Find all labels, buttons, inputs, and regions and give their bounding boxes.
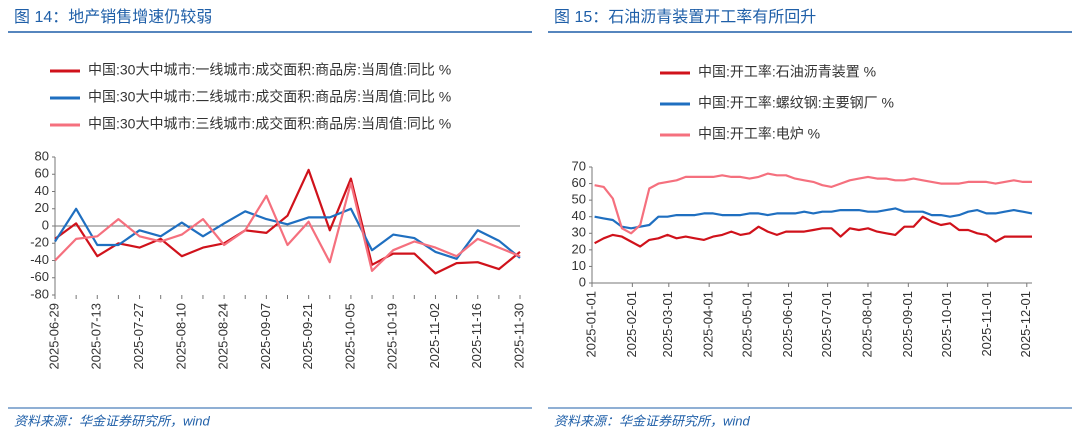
series-line: [54, 181, 521, 272]
x-tick-label: 2025-09-01: [900, 291, 915, 358]
x-tick-label: 2025-08-01: [859, 291, 874, 358]
y-tick-label: 20: [35, 200, 49, 215]
source: 资料来源：华金证券研究所，wind: [554, 413, 751, 428]
x-tick-label: 2025-06-29: [46, 303, 61, 370]
y-tick-label: 60: [572, 175, 586, 190]
x-tick-label: 2025-07-13: [89, 303, 104, 370]
legend-label: 中国:开工率:石油沥青装置 %: [698, 64, 876, 80]
x-tick-label: 2025-11-02: [427, 303, 442, 369]
chart-title: 图 14：地产销售增速仍较弱: [14, 8, 212, 26]
legend-label: 中国:30大中城市:三线城市:成交面积:商品房:当周值:同比 %: [88, 116, 451, 132]
x-tick-label: 2025-03-01: [660, 291, 675, 358]
y-tick-label: 60: [35, 166, 49, 181]
x-tick-label: 2025-07-01: [819, 291, 834, 358]
series-line: [594, 207, 1033, 230]
series-line: [54, 168, 521, 275]
y-tick-label: 40: [35, 183, 49, 198]
x-tick-label: 2025-05-01: [740, 291, 755, 358]
x-tick-label: 2025-06-01: [780, 291, 795, 358]
y-tick-label: 80: [35, 148, 49, 163]
source: 资料来源：华金证券研究所，wind: [14, 413, 211, 428]
x-tick-label: 2025-09-07: [258, 303, 273, 370]
x-tick-label: 2025-08-10: [173, 303, 188, 370]
legend-label: 中国:30大中城市:一线城市:成交面积:商品房:当周值:同比 %: [88, 62, 451, 78]
y-tick-label: 0: [42, 217, 49, 232]
y-tick-label: 20: [572, 241, 586, 256]
y-tick-label: 50: [572, 192, 586, 207]
x-tick-label: 2025-04-01: [701, 291, 716, 358]
x-tick-label: 2025-11-01: [979, 291, 994, 357]
series-line: [594, 172, 1032, 235]
series-line: [54, 207, 521, 260]
x-tick-label: 2025-12-01: [1018, 291, 1033, 358]
x-tick-label: 2025-01-01: [583, 291, 598, 358]
y-tick-label: 10: [572, 258, 586, 273]
legend-label: 中国:30大中城市:二线城市:成交面积:商品房:当周值:同比 %: [88, 89, 451, 105]
legend-label: 中国:开工率:螺纹钢:主要钢厂 %: [698, 95, 894, 111]
legend-label: 中国:开工率:电炉 %: [698, 126, 820, 142]
y-tick-label: -60: [30, 269, 49, 284]
y-tick-label: -20: [30, 235, 49, 250]
y-tick-label: 0: [579, 274, 586, 289]
y-tick-label: -80: [30, 286, 49, 301]
y-tick-label: 40: [572, 208, 586, 223]
x-tick-label: 2025-10-05: [342, 303, 357, 370]
x-tick-label: 2025-11-16: [469, 303, 484, 369]
x-tick-label: 2025-09-21: [300, 303, 315, 370]
x-tick-label: 2025-02-01: [624, 291, 639, 358]
x-tick-label: 2025-10-19: [385, 303, 400, 370]
y-tick-label: -40: [30, 252, 49, 267]
y-tick-label: 30: [572, 225, 586, 240]
x-tick-label: 2025-10-01: [939, 291, 954, 358]
x-tick-label: 2025-11-30: [511, 303, 526, 369]
x-tick-label: 2025-08-24: [216, 303, 231, 370]
x-tick-label: 2025-07-27: [131, 303, 146, 370]
chart-title: 图 15：石油沥青装置开工率有所回升: [554, 8, 816, 26]
series-line: [594, 215, 1032, 248]
y-tick-label: 70: [572, 158, 586, 173]
